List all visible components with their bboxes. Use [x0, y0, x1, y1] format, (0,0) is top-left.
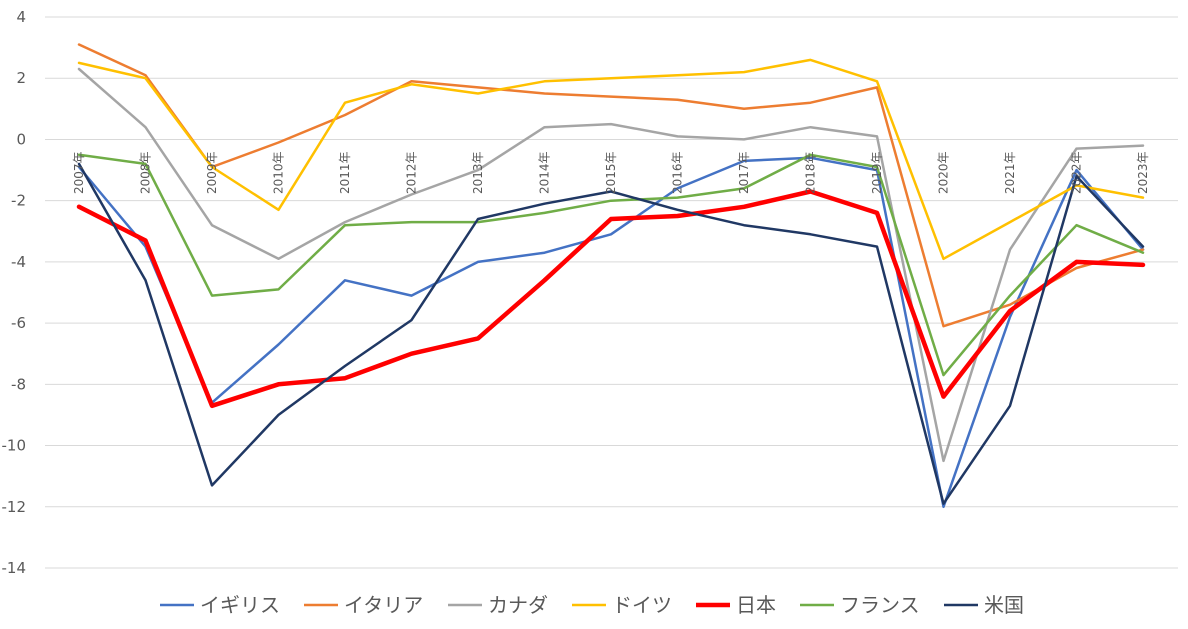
x-tick-label: 2007年: [72, 151, 86, 194]
y-tick-label: -8: [11, 375, 26, 393]
x-tick-label: 2018年: [804, 151, 818, 194]
y-tick-label: -14: [2, 559, 27, 577]
y-tick-label: 4: [16, 8, 26, 26]
legend-item: イギリス: [160, 593, 280, 617]
legend-item: 日本: [696, 593, 776, 617]
legend-item: フランス: [800, 593, 920, 617]
legend-label: 米国: [984, 593, 1024, 617]
legend-label: ドイツ: [612, 593, 672, 617]
series-5: [79, 191, 1143, 406]
legend-label: イギリス: [200, 593, 280, 617]
legend-label: フランス: [840, 593, 920, 617]
legend-label: カナダ: [488, 593, 548, 617]
y-tick-label: -4: [11, 253, 26, 271]
y-tick-label: -2: [11, 192, 26, 210]
y-tick-label: 2: [16, 69, 26, 87]
x-tick-label: 2023年: [1136, 151, 1150, 194]
legend-item: カナダ: [448, 593, 548, 617]
x-tick-label: 2011年: [338, 151, 352, 194]
series-lines: [79, 44, 1143, 507]
series-line: [79, 69, 1143, 461]
legend-label: 日本: [736, 593, 776, 617]
grid: [45, 17, 1178, 568]
x-tick-label: 2017年: [737, 151, 751, 194]
x-tick-label: 2010年: [272, 151, 286, 194]
legend-label: イタリア: [344, 593, 423, 617]
y-tick-label: 0: [16, 130, 26, 148]
y-tick-label: -6: [11, 314, 26, 332]
legend-item: 米国: [944, 593, 1024, 617]
x-tick-label: 2021年: [1003, 151, 1017, 194]
y-tick-label: -10: [2, 437, 27, 455]
series-line: [79, 192, 1143, 406]
legend-item: イタリア: [304, 593, 423, 617]
x-tick-label: 2015年: [604, 151, 618, 194]
x-tick-label: 2020年: [937, 151, 951, 194]
x-tick-label: 2013年: [471, 151, 485, 194]
x-tick-label: 2022年: [1070, 151, 1084, 194]
x-tick-label: 2014年: [538, 151, 552, 194]
x-tick-label: 2009年: [205, 151, 219, 194]
series-3: [79, 69, 1143, 461]
x-tick-label: 2012年: [405, 151, 419, 194]
y-axis-ticks: 4 2 0 -2 -4 -6 -8 -10 -12 -14: [2, 8, 27, 577]
y-tick-label: -12: [2, 498, 27, 516]
x-tick-label: 2019年: [870, 151, 884, 194]
x-tick-label: 2008年: [139, 151, 153, 194]
legend-item: ドイツ: [572, 593, 672, 617]
x-tick-label: 2016年: [671, 151, 685, 194]
legend: イギリス イタリア カナダ ドイツ 日本 フランス 米国: [160, 593, 1024, 617]
